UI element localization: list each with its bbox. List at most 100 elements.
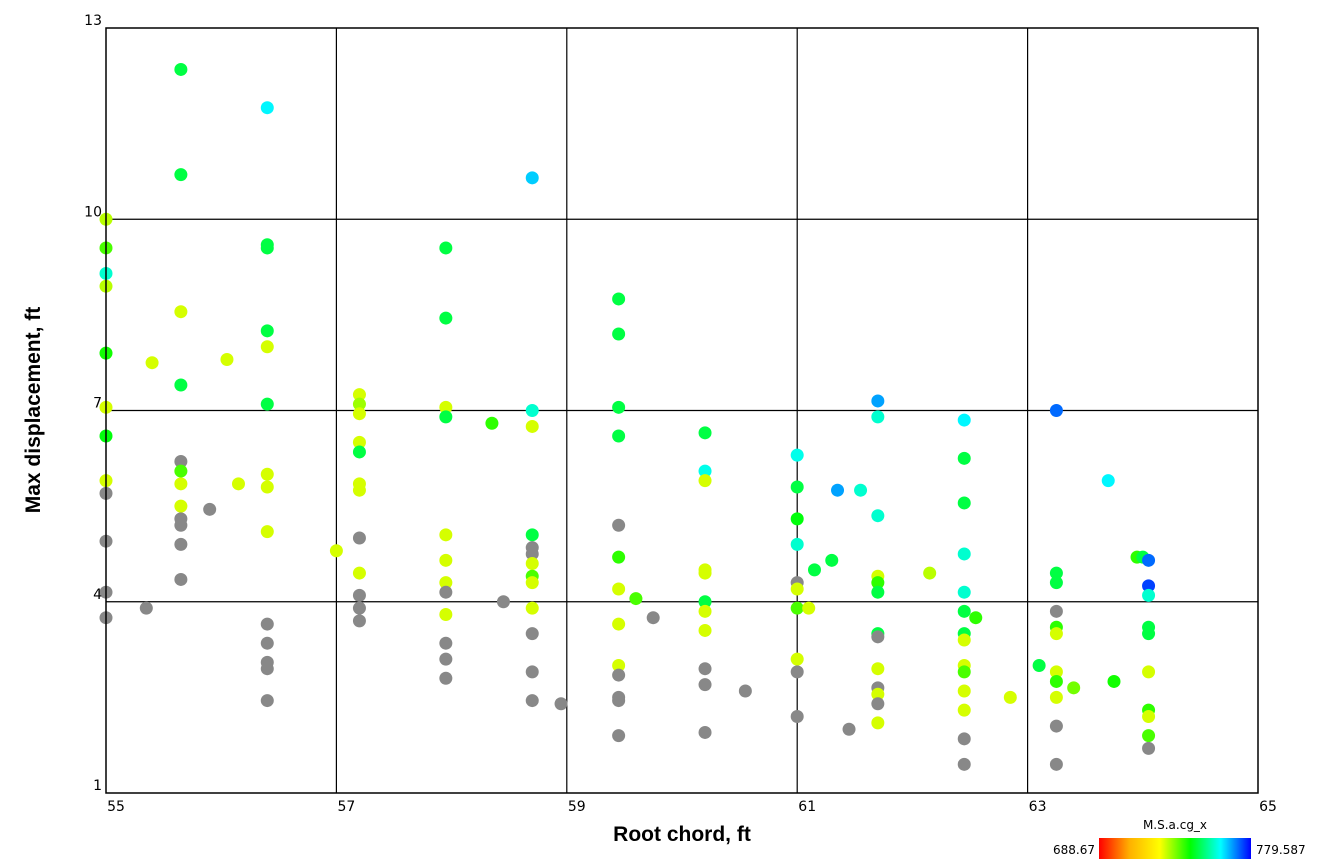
data-point [1049, 665, 1063, 679]
data-point [957, 684, 971, 698]
data-point [871, 585, 885, 599]
data-point [612, 550, 626, 564]
data-point [957, 703, 971, 717]
data-point [203, 502, 217, 516]
data-point [871, 630, 885, 644]
data-point [646, 611, 660, 625]
data-point [439, 241, 453, 255]
y-axis-title: Max displacement, ft [22, 307, 45, 514]
data-point [260, 662, 274, 676]
data-point [439, 311, 453, 325]
data-point [871, 509, 885, 523]
data-point [698, 678, 712, 692]
y-tick-label: 10 [84, 204, 102, 220]
data-point [612, 292, 626, 306]
data-point [698, 566, 712, 580]
x-tick-label: 61 [798, 799, 816, 815]
data-point [871, 394, 885, 408]
data-point [854, 483, 868, 497]
data-point [871, 716, 885, 730]
data-point [802, 601, 816, 615]
data-point [352, 435, 366, 449]
data-point [1049, 757, 1063, 771]
data-point [352, 483, 366, 497]
data-point [698, 662, 712, 676]
data-point [1032, 659, 1046, 672]
data-point [698, 426, 712, 440]
data-point [1142, 729, 1156, 743]
data-point [352, 588, 366, 602]
data-point [1142, 579, 1156, 593]
data-point [612, 617, 626, 631]
colorbar-min-label: 688.67 [1053, 843, 1095, 857]
x-tick-label: 63 [1029, 799, 1047, 815]
data-point [439, 528, 453, 542]
data-point [957, 585, 971, 599]
data-point [871, 576, 885, 590]
data-point [525, 665, 539, 679]
data-point [871, 662, 885, 676]
data-point [525, 171, 539, 185]
data-point [957, 413, 971, 427]
data-point [1101, 474, 1115, 488]
data-point [1107, 674, 1121, 688]
data-point [352, 445, 366, 459]
data-point [790, 537, 804, 551]
x-tick-labels: 55 57 59 61 63 65 [107, 799, 1277, 815]
data-point [260, 397, 274, 411]
data-point [790, 601, 804, 615]
data-point [439, 652, 453, 666]
data-point [525, 601, 539, 615]
data-point [957, 604, 971, 618]
data-point [554, 697, 568, 711]
data-point [260, 480, 274, 494]
data-point [871, 410, 885, 424]
data-point [612, 582, 626, 596]
data-point [174, 477, 188, 491]
data-point [871, 697, 885, 711]
data-point [174, 518, 188, 532]
x-tick-label: 59 [568, 799, 586, 815]
data-point [525, 419, 539, 433]
data-point [1003, 690, 1017, 704]
data-point [957, 451, 971, 465]
data-point [260, 241, 274, 255]
data-point [260, 694, 274, 708]
data-point [612, 694, 626, 708]
data-point [525, 404, 539, 417]
data-point [352, 397, 366, 411]
data-point [871, 687, 885, 701]
data-point [698, 725, 712, 739]
data-point [1142, 710, 1156, 723]
x-tick-label: 57 [337, 799, 355, 815]
data-point [174, 464, 188, 478]
data-point [260, 340, 274, 354]
data-point [612, 429, 626, 443]
data-point [1049, 719, 1063, 733]
data-point [525, 528, 539, 542]
data-point [174, 537, 188, 551]
data-point [439, 608, 453, 621]
data-point [957, 496, 971, 510]
data-point [439, 585, 453, 599]
data-point [790, 665, 804, 679]
data-point [439, 410, 453, 424]
data-point [790, 448, 804, 462]
data-point [790, 512, 804, 526]
data-point [923, 566, 937, 580]
data-point [629, 592, 643, 606]
data-point [352, 531, 366, 545]
data-point [1049, 627, 1063, 641]
colorbar-gradient [1099, 838, 1251, 859]
data-point [439, 400, 453, 414]
data-point [525, 576, 539, 590]
y-tick-labels: 1 4 7 10 13 [84, 13, 102, 794]
data-point [260, 636, 274, 650]
y-tick-label: 13 [84, 13, 102, 29]
data-point [807, 563, 821, 577]
data-point [174, 305, 188, 319]
data-point [790, 582, 804, 596]
data-point [1142, 553, 1156, 567]
data-point [698, 464, 712, 478]
